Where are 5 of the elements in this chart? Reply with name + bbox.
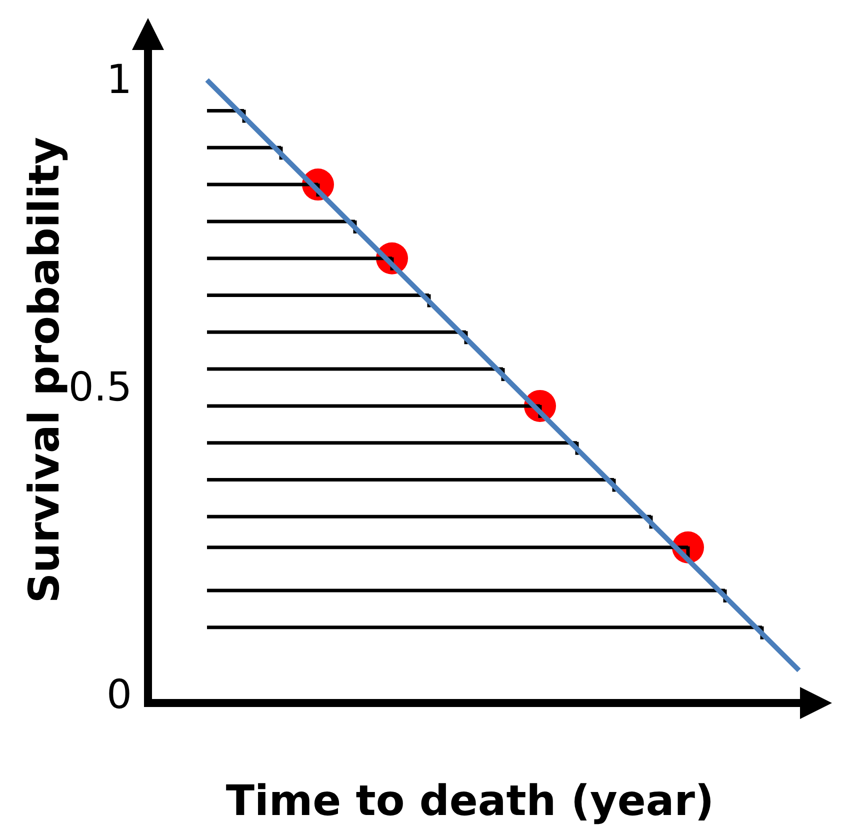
y-axis-title: Survival probability: [20, 136, 68, 604]
y-tick-label: 0: [106, 672, 132, 718]
y-tick-label: 0.5: [68, 364, 132, 410]
x-axis-title: Time to death (year): [226, 776, 714, 825]
y-tick-label: 1: [106, 57, 132, 103]
